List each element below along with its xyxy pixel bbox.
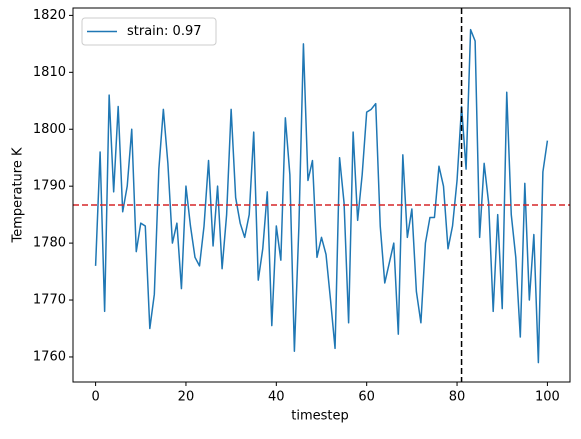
x-tick-label: 60 — [358, 390, 375, 405]
y-tick-label: 1810 — [33, 65, 66, 80]
data-line — [94, 28, 549, 364]
plot-frame — [72, 7, 571, 383]
y-tick-label: 1770 — [33, 293, 66, 308]
x-tick-label: 80 — [449, 390, 466, 405]
x-tick-label: 40 — [268, 390, 285, 405]
x-axis-label: timestep — [291, 409, 349, 424]
legend-label: strain: 0.97 — [127, 24, 202, 39]
y-tick-label: 1820 — [33, 8, 66, 23]
y-tick-label: 1800 — [33, 122, 66, 137]
legend-box — [81, 17, 217, 46]
y-tick-label: 1780 — [33, 236, 66, 251]
x-tick-label: 0 — [91, 390, 99, 405]
x-tick-label: 20 — [178, 390, 195, 405]
y-tick-label: 1760 — [33, 349, 66, 364]
y-axis-label: Temperature K — [11, 147, 26, 243]
y-tick-label: 1790 — [33, 179, 66, 194]
x-tick-label: 100 — [535, 390, 560, 405]
